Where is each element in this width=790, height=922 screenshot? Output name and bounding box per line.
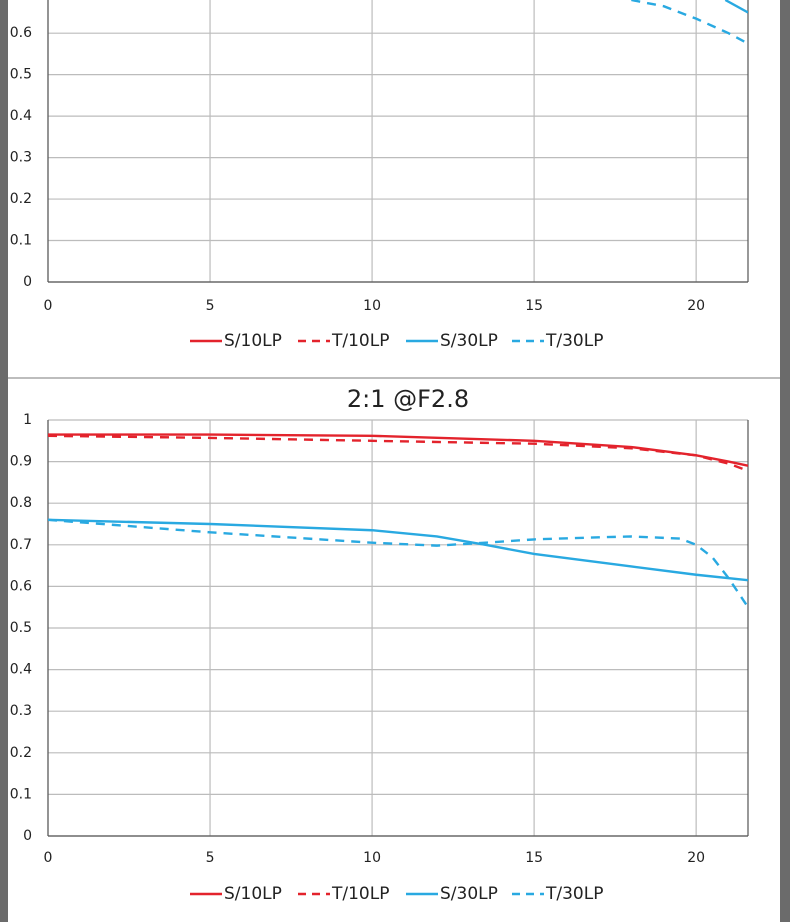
- y-tick-label: 1: [23, 412, 32, 428]
- y-tick-label: 0.9: [10, 454, 32, 470]
- y-tick-label: 0.6: [10, 578, 32, 594]
- y-tick-label: 0.5: [10, 67, 32, 83]
- y-tick-label: 0.3: [10, 703, 32, 719]
- x-tick-label: 10: [363, 298, 381, 314]
- series-line: [48, 518, 748, 582]
- legend-label: T/30LP: [545, 884, 603, 904]
- y-tick-label: 0.2: [10, 745, 32, 761]
- y-tick-label: 0: [23, 274, 32, 290]
- y-tick-label: 0.4: [10, 108, 32, 124]
- y-tick-label: 0.3: [10, 150, 32, 166]
- y-tick-label: 0.1: [10, 233, 32, 249]
- x-tick-label: 15: [525, 850, 543, 866]
- x-tick-label: 10: [363, 850, 381, 866]
- series-line: [48, 433, 748, 467]
- legend-label: T/30LP: [545, 331, 603, 351]
- x-tick-label: 5: [206, 298, 215, 314]
- y-tick-label: 0.7: [10, 537, 32, 553]
- x-tick-label: 15: [525, 298, 543, 314]
- x-tick-label: 20: [687, 850, 705, 866]
- legend-label: S/10LP: [224, 884, 282, 904]
- chart-title: 2:1 @F2.8: [347, 385, 469, 413]
- x-tick-label: 5: [206, 850, 215, 866]
- series-line: [724, 0, 748, 14]
- y-tick-label: 0: [23, 828, 32, 844]
- legend-label: S/30LP: [440, 884, 498, 904]
- left-border: [0, 0, 8, 922]
- series-line: [48, 518, 748, 608]
- y-tick-label: 0.4: [10, 662, 32, 678]
- series-line: [631, 0, 748, 45]
- legend-label: T/10LP: [331, 884, 389, 904]
- legend-label: S/30LP: [440, 331, 498, 351]
- y-tick-label: 0.8: [10, 495, 32, 511]
- right-border: [780, 0, 790, 922]
- x-tick-label: 0: [44, 850, 53, 866]
- y-tick-label: 0.5: [10, 620, 32, 636]
- legend-label: T/10LP: [331, 331, 389, 351]
- x-tick-label: 0: [44, 298, 53, 314]
- legend-label: S/10LP: [224, 331, 282, 351]
- y-tick-label: 0.2: [10, 191, 32, 207]
- y-tick-label: 0.6: [10, 25, 32, 41]
- series-line: [48, 434, 748, 472]
- y-tick-label: 0.1: [10, 786, 32, 802]
- x-tick-label: 20: [687, 298, 705, 314]
